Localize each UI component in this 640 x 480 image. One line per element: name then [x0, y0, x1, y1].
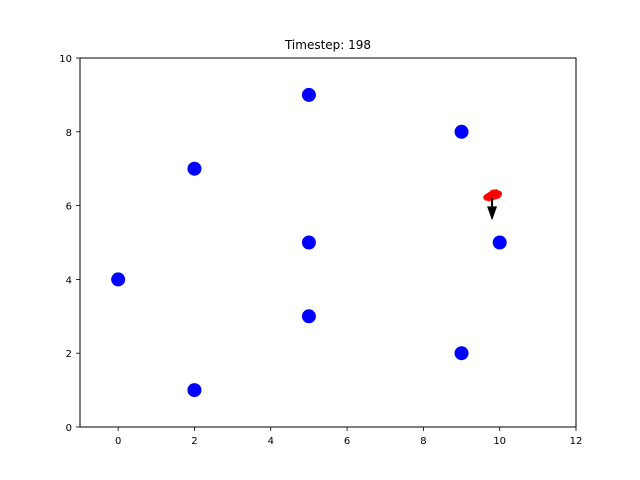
landmark-point [301, 235, 316, 250]
axes-layer: 0 2 4 6 8 10 12 0 2 4 6 8 10 [59, 54, 582, 447]
x-tick-label: 0 [115, 436, 121, 447]
x-tick-label: 2 [191, 436, 197, 447]
landmark-point [454, 124, 469, 139]
series-layer [111, 87, 507, 398]
axes-frame [79, 57, 577, 428]
y-tick-label: 10 [59, 54, 72, 65]
landmark-point [301, 87, 316, 102]
x-tick-label: 6 [344, 436, 350, 447]
y-tick-label: 2 [66, 349, 72, 360]
x-tick-label: 12 [570, 436, 583, 447]
landmark-point [187, 161, 202, 176]
x-tick-label: 8 [420, 436, 426, 447]
y-tick-label: 8 [66, 128, 72, 139]
y-tick-label: 4 [66, 275, 72, 286]
heading-arrow-head [487, 206, 498, 221]
landmark-point [454, 346, 469, 361]
y-tick-label: 6 [66, 202, 72, 213]
landmark-point [111, 272, 126, 287]
landmark-point [301, 309, 316, 324]
trail-point [494, 191, 502, 198]
chart-title: Timestep: 198 [284, 38, 371, 52]
x-tick-label: 10 [493, 436, 506, 447]
y-tick-label: 0 [66, 423, 72, 434]
x-tick-label: 4 [268, 436, 274, 447]
landmark-point [187, 383, 202, 398]
landmark-point [492, 235, 507, 250]
